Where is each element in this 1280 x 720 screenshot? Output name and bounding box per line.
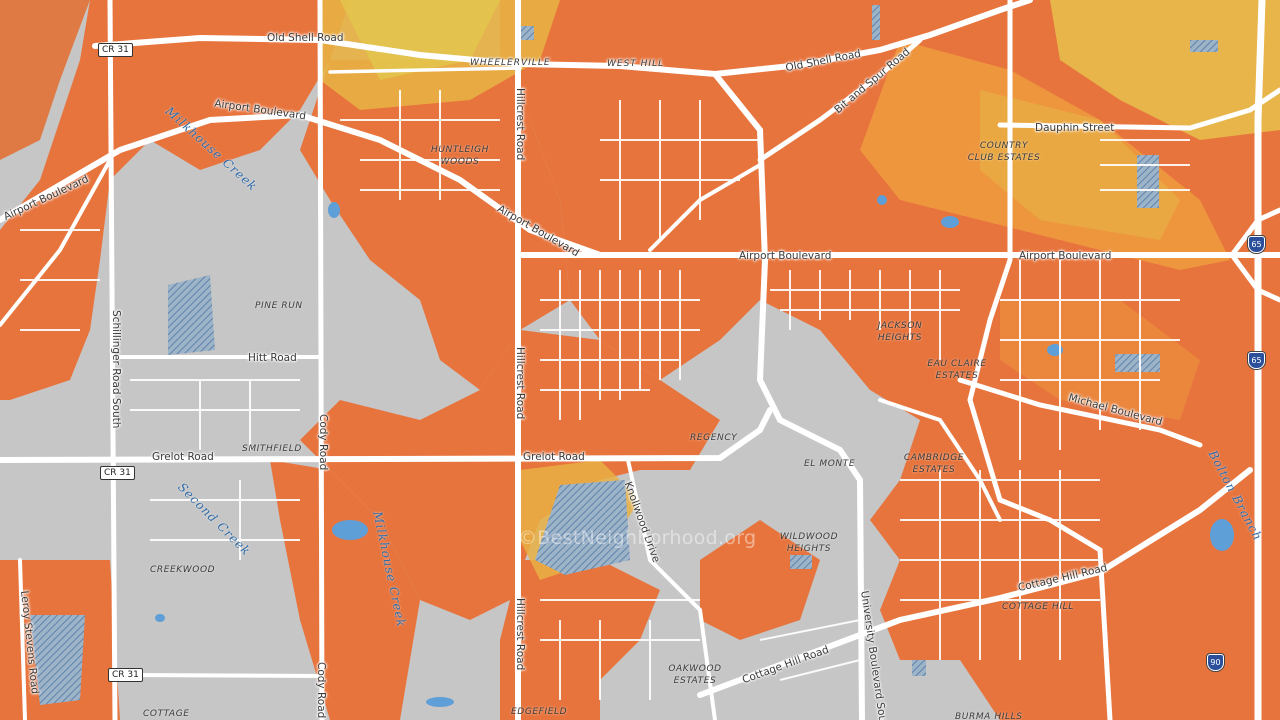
watermark: ©BestNeighborhood.org: [518, 527, 757, 549]
interstate-shield-i90: 90: [1207, 654, 1224, 671]
route-shield-cr31-south: CR 31: [108, 668, 143, 682]
interstate-shield-i65-north: 65: [1248, 236, 1265, 253]
interstate-shield-i65-south: 65: [1248, 352, 1265, 369]
park-layer: [30, 5, 1218, 705]
route-shield-cr31-north: CR 31: [98, 43, 133, 57]
route-shield-cr31-mid: CR 31: [100, 466, 135, 480]
